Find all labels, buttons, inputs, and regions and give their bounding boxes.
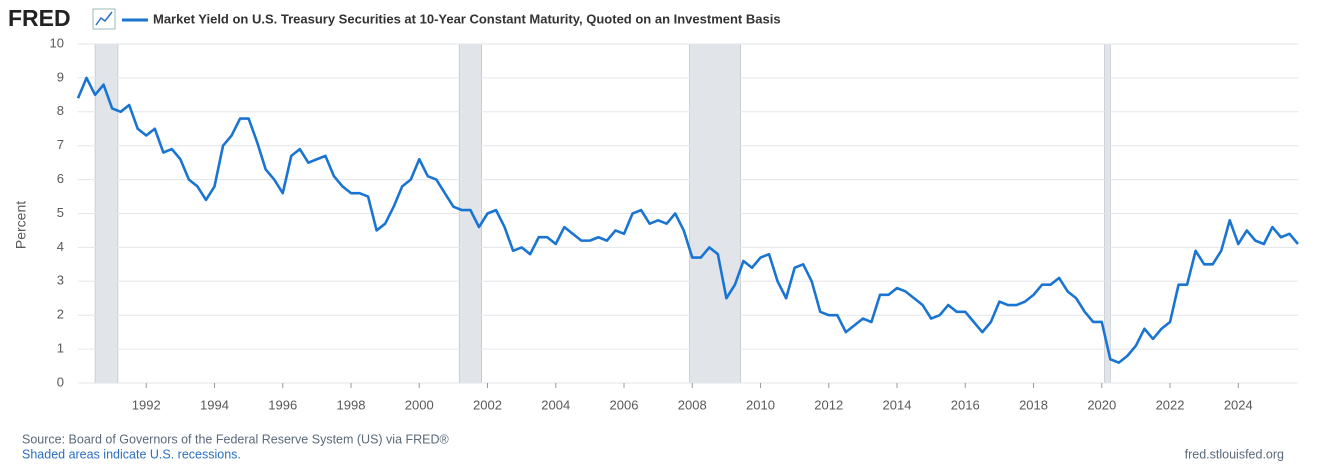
x-tick-label: 2020: [1087, 397, 1116, 412]
y-tick-label: 5: [57, 205, 64, 220]
y-tick-label: 7: [57, 137, 64, 152]
x-tick-label: 1994: [200, 397, 229, 412]
x-tick-label: 1992: [132, 397, 161, 412]
x-tick-label: 2002: [473, 397, 502, 412]
legend-label: Market Yield on U.S. Treasury Securities…: [153, 11, 781, 26]
x-tick-label: 2000: [405, 397, 434, 412]
y-tick-label: 8: [57, 103, 64, 118]
x-tick-label: 2022: [1156, 397, 1185, 412]
x-tick-label: 2008: [678, 397, 707, 412]
x-tick-label: 1996: [268, 397, 297, 412]
source: Source: Board of Governors of the Federa…: [22, 432, 450, 446]
y-tick-label: 2: [57, 307, 64, 322]
recession-note: Shaded areas indicate U.S. recessions.: [22, 447, 241, 461]
y-tick-label: 1: [57, 341, 64, 356]
x-tick-label: 2016: [951, 397, 980, 412]
url: fred.stlouisfed.org: [1185, 447, 1284, 461]
plot: 0 1 2 3 4 5 6 7 8 9 10 1992 1994 1996 1998 2000 2002 2004…: [50, 35, 1299, 412]
y-tick-label: 6: [57, 171, 64, 186]
y-tick-label: 9: [57, 69, 64, 84]
x-tick-label: 1998: [337, 397, 366, 412]
y-tick-label: 3: [57, 273, 64, 288]
x-tick-label: 2012: [814, 397, 843, 412]
y-tick-label: 10: [50, 35, 64, 50]
x-tick-label: 2004: [541, 397, 570, 412]
y-tick-label: 4: [57, 239, 64, 254]
y-axis-label: Percent: [13, 201, 29, 249]
logo-icon: [92, 8, 116, 30]
logo: FRED: [8, 5, 71, 31]
series-line: [76, 76, 1299, 364]
x-tick-label: 2024: [1224, 397, 1253, 412]
x-tick-label: 2010: [746, 397, 775, 412]
x-tick-label: 2018: [1019, 397, 1048, 412]
logo-icon-line: [95, 11, 113, 26]
y-tick-label: 0: [57, 374, 64, 389]
x-tick-label: 2006: [610, 397, 639, 412]
x-tick-label: 2014: [883, 397, 912, 412]
